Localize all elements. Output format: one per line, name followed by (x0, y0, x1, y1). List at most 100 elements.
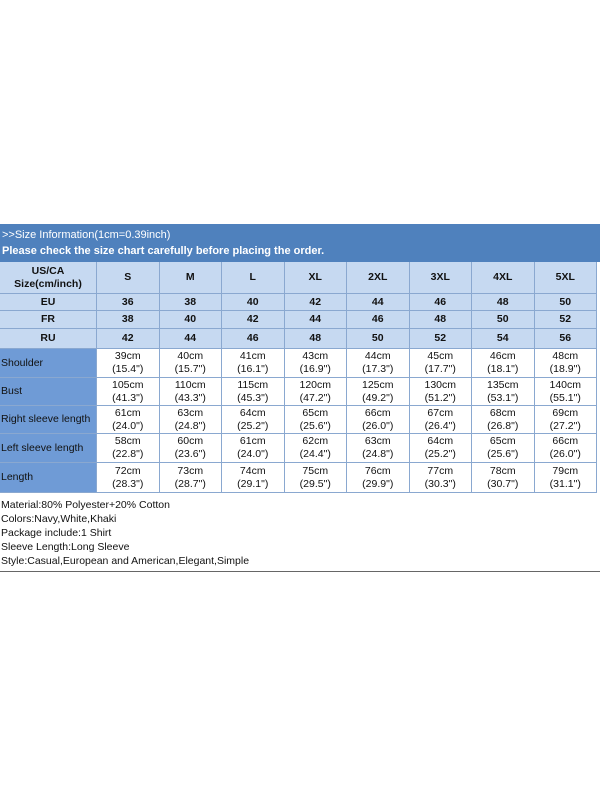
size-label: 4XL (472, 262, 535, 294)
size-label: 5XL (534, 262, 597, 294)
cell-text: 46cm (489, 350, 516, 362)
cell-text: 64cm (239, 406, 266, 419)
measure-value: 135cm (53.1") (472, 378, 535, 406)
cell-text: (18.1") (487, 363, 519, 375)
cell-text: (24.8") (174, 419, 206, 432)
cell-text: US/CA (31, 264, 65, 277)
cell-text: 48 (309, 332, 322, 344)
conversion-label: RU (0, 329, 97, 349)
measure-value: 64cm (25.2") (222, 406, 285, 434)
cell-text: 40 (184, 313, 197, 325)
conversion-value: 44 (347, 294, 410, 311)
cell-text: (15.7") (174, 363, 206, 375)
size-label: M (159, 262, 222, 294)
cell-text: (17.3") (362, 363, 394, 375)
cell-text: 4XL (493, 271, 513, 283)
measure-value: 61cm (24.0") (97, 406, 160, 434)
cell-text: 44cm (364, 350, 391, 362)
cell-text: (16.9") (299, 363, 331, 375)
cell-text: 120cm (299, 378, 331, 391)
cell-text: (49.2") (362, 391, 394, 404)
cell-text: (25.6") (299, 419, 331, 432)
cell-text: 61cm (114, 406, 141, 419)
cell-text: 140cm (549, 378, 581, 391)
measure-value: 75cm (29.5") (284, 463, 347, 493)
cell-text: (16.1") (237, 363, 269, 375)
measure-value: 65cm (25.6") (472, 434, 535, 463)
cell-text: 105cm (111, 378, 144, 391)
measure-value: 73cm (28.7") (159, 463, 222, 493)
cell-text: S (124, 271, 132, 283)
cell-text: 42 (309, 295, 322, 308)
cell-text: 66cm (552, 435, 579, 447)
conversion-value: 40 (159, 311, 222, 329)
cell-text: 50 (496, 313, 509, 325)
note-line: Package include:1 Shirt (1, 527, 112, 539)
measure-value: 125cm (49.2") (347, 378, 410, 406)
measure-value: 65cm (25.6") (284, 406, 347, 434)
cell-text: (23.6") (174, 448, 206, 460)
cell-text: EU (40, 295, 56, 308)
conversion-value: 46 (222, 329, 285, 349)
size-label: S (97, 262, 160, 294)
cell-text: 48 (496, 295, 509, 308)
size-label: XL (284, 262, 347, 294)
cell-text: 58cm (114, 435, 141, 447)
cell-text: (22.8") (112, 448, 144, 460)
measure-value: 78cm (30.7") (472, 463, 535, 493)
cell-text: (28.7") (174, 477, 206, 490)
conversion-value: 38 (159, 294, 222, 311)
cell-text: (30.7") (487, 477, 519, 490)
measure-value: 66cm (26.0") (534, 434, 597, 463)
notes: Material:80% Polyester+20% Cotton Colors:… (0, 498, 600, 572)
conversion-value: 48 (409, 311, 472, 329)
cell-text: 56 (559, 332, 572, 344)
cell-text: (26.4") (424, 419, 456, 432)
cell-text: (26.0") (549, 448, 581, 460)
cell-text: 2XL (368, 271, 388, 283)
cell-text: (26.0") (362, 419, 394, 432)
cell-text: 5XL (555, 271, 575, 283)
cell-text: 62cm (302, 435, 329, 447)
cell-text: 61cm (239, 435, 266, 447)
conversion-value: 44 (159, 329, 222, 349)
cell-text: (43.3") (174, 391, 206, 404)
cell-text: Left sleeve length (1, 441, 84, 454)
cell-text: Right sleeve length (1, 413, 91, 425)
note-line: Sleeve Length:Long Sleeve (1, 541, 130, 553)
cell-text: 38 (121, 313, 134, 325)
conversion-value: 40 (222, 294, 285, 311)
conversion-value: 48 (284, 329, 347, 349)
cell-text: 38 (184, 295, 197, 308)
cell-text: 130cm (424, 378, 456, 391)
cell-text: 41cm (239, 350, 266, 362)
cell-text: 3XL (430, 271, 450, 283)
measure-value: 140cm (55.1") (534, 378, 597, 406)
conversion-value: 56 (534, 329, 597, 349)
cell-text: 52 (434, 332, 447, 344)
conversion-value: 38 (97, 311, 160, 329)
cell-text: 78cm (489, 464, 516, 477)
cell-text: 36 (121, 295, 134, 308)
measure-value: 67cm (26.4") (409, 406, 472, 434)
conversion-value: 50 (347, 329, 410, 349)
measure-value: 77cm (30.3") (409, 463, 472, 493)
conversion-value: 44 (284, 311, 347, 329)
cell-text: 64cm (427, 435, 454, 447)
cell-text: (41.3") (112, 391, 144, 404)
cell-text: (24.4") (299, 448, 331, 460)
cell-text: 46 (371, 313, 384, 325)
cell-text: 50 (371, 332, 384, 344)
cell-text: 79cm (552, 464, 579, 477)
conversion-value: 52 (409, 329, 472, 349)
cell-text: (24.0") (112, 419, 144, 432)
cell-text: (18.9") (549, 363, 581, 375)
size-head: US/CA Size(cm/inch) (0, 262, 97, 294)
cell-text: 45cm (427, 350, 454, 362)
measure-value: 69cm (27.2") (534, 406, 597, 434)
cell-text: (51.2") (424, 391, 456, 404)
measure-label: Left sleeve length (0, 434, 97, 463)
cell-text: (17.7") (424, 363, 456, 375)
cell-text: (53.1") (487, 391, 519, 404)
cell-text: 135cm (486, 378, 519, 391)
